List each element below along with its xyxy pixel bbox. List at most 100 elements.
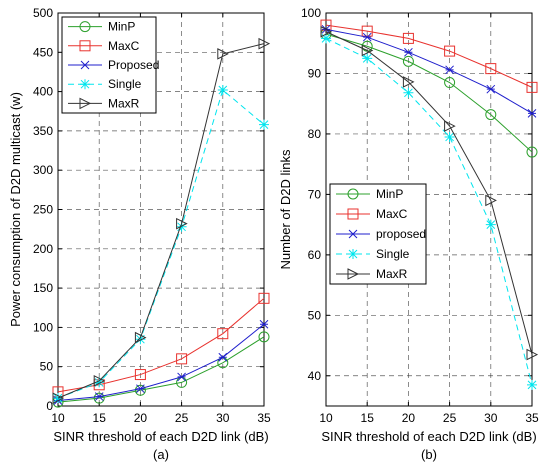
x-tick-label-a: 35 <box>257 411 271 425</box>
x-tick-label-a: 20 <box>134 411 148 425</box>
y-tick-label-a: 450 <box>33 45 53 59</box>
y-tick-label-a: 250 <box>33 203 53 217</box>
data-point-single-b <box>362 53 373 64</box>
data-point-proposed-b <box>486 84 496 94</box>
y-tick-label-a: 500 <box>33 6 53 20</box>
y-tick-label-a: 0 <box>46 399 53 413</box>
series-line-maxr-a <box>57 43 265 399</box>
chart-a: 10 15 20 25 30 350501001502002503003504004505… <box>8 6 271 462</box>
data-point-minp-b <box>402 55 414 67</box>
x-tick-label-b: 20 <box>402 411 416 425</box>
data-point-maxc-a <box>258 292 270 304</box>
y-axis-label-a: Power consumption of D2D multicast (w) <box>8 92 23 327</box>
data-point-proposed-b <box>404 47 413 57</box>
data-point-single-b <box>321 33 331 44</box>
x-tick-label-b: 10 <box>319 411 333 425</box>
data-point-proposed-a <box>136 384 145 394</box>
data-point-maxc-b <box>402 32 414 44</box>
data-point-maxr-b <box>361 44 374 57</box>
data-point-single-a <box>94 377 105 388</box>
data-point-minp-b <box>444 77 456 89</box>
data-point-single-b <box>485 219 496 230</box>
data-point-proposed-b <box>527 109 537 118</box>
data-point-maxc-a <box>176 353 188 365</box>
legend-marker-proposed-a <box>80 60 90 70</box>
data-point-single-b <box>527 379 537 390</box>
data-point-single-b <box>403 87 414 98</box>
legend-label-minp-b: MinP <box>376 187 403 201</box>
data-point-proposed-b <box>445 65 454 75</box>
y-tick-label-b: 80 <box>308 127 322 141</box>
series-line-single-b <box>325 37 533 385</box>
data-point-maxr-b <box>444 120 456 132</box>
legend-marker-maxc-b <box>347 208 359 220</box>
data-point-single-a <box>176 221 187 232</box>
data-point-proposed-a <box>94 392 104 401</box>
x-axis-label-a: SINR threshold of each D2D link (dB) <box>53 429 268 444</box>
legend-marker-minp-b <box>347 188 359 200</box>
x-tick-label-a: 10 <box>51 411 65 425</box>
series-line-proposed-a <box>57 323 265 401</box>
y-tick-label-b: 100 <box>301 6 321 20</box>
data-point-proposed-a <box>218 352 228 362</box>
series-line-proposed-b <box>325 28 533 114</box>
y-tick-label-b: 70 <box>308 187 322 201</box>
data-point-maxr-b <box>320 25 333 38</box>
caption-a: (a) <box>153 447 169 462</box>
data-point-minp-a <box>93 392 105 404</box>
legend-marker-maxr-b <box>347 268 360 280</box>
data-point-maxc-b <box>444 45 456 57</box>
data-point-maxr-b <box>526 348 539 361</box>
y-tick-label-b: 40 <box>308 369 322 383</box>
x-tick-label-b: 35 <box>525 411 539 425</box>
y-tick-label-a: 100 <box>33 320 53 334</box>
caption-b: (b) <box>421 447 437 462</box>
legend-a: MinP MaxC Proposed Single MaxR <box>61 16 159 114</box>
legend-label-maxr-a: MaxR <box>108 96 140 110</box>
y-tick-label-b: 60 <box>308 248 322 262</box>
legend-label-single-a: Single <box>108 77 142 91</box>
x-tick-label-a: 30 <box>216 411 230 425</box>
data-point-minp-a <box>134 384 146 396</box>
chart-b: 10 15 20 25 30 35 40 50 60 70 80 90 100 SINR threshol… <box>278 6 539 462</box>
y-tick-label-a: 400 <box>33 85 53 99</box>
y-tick-label-b: 90 <box>308 66 322 80</box>
data-point-single-a <box>259 119 269 130</box>
data-point-maxr-a <box>258 37 271 50</box>
legend-marker-single-a <box>80 79 90 90</box>
data-point-minp-b <box>485 109 497 121</box>
data-point-maxc-b <box>485 63 497 75</box>
data-point-maxc-b <box>320 19 332 31</box>
data-point-maxr-b <box>402 76 415 88</box>
data-point-minp-a <box>258 331 270 343</box>
x-tick-label-b: 25 <box>443 411 457 425</box>
data-point-minp-b <box>526 146 538 158</box>
x-tick-label-b: 30 <box>484 411 498 425</box>
legend-label-single-b: Single <box>376 247 410 261</box>
y-tick-label-a: 50 <box>40 360 54 374</box>
x-tick-label-b: 15 <box>361 411 375 425</box>
y-axis-label-b: Number of D2D links <box>278 149 293 269</box>
y-tick-label-a: 300 <box>33 163 53 177</box>
series-line-maxc-b <box>325 24 533 88</box>
data-point-maxr-a <box>134 331 147 344</box>
data-point-maxc-b <box>361 25 373 37</box>
legend-marker-minp-a <box>79 21 91 33</box>
legend-label-minp-a: MinP <box>108 20 135 34</box>
data-point-proposed-a <box>177 372 186 382</box>
x-tick-label-a: 25 <box>175 411 189 425</box>
x-axis-label-b: SINR threshold of each D2D link (dB) <box>321 429 536 444</box>
x-tick-label-a: 15 <box>93 411 107 425</box>
legend-label-maxr-b: MaxR <box>376 267 408 281</box>
y-tick-label-a: 150 <box>33 281 53 295</box>
data-point-maxr-b <box>485 194 497 207</box>
legend-marker-proposed-b <box>348 229 358 239</box>
data-point-maxr-a <box>176 217 188 230</box>
data-point-maxc-a <box>217 328 229 340</box>
series-line-minp-b <box>325 33 533 153</box>
series-line-single-a <box>57 89 265 399</box>
legend-label-maxc-b: MaxC <box>376 207 408 221</box>
legend-marker-maxc-a <box>79 40 91 52</box>
legend-label-proposed-b: proposed <box>376 227 426 241</box>
